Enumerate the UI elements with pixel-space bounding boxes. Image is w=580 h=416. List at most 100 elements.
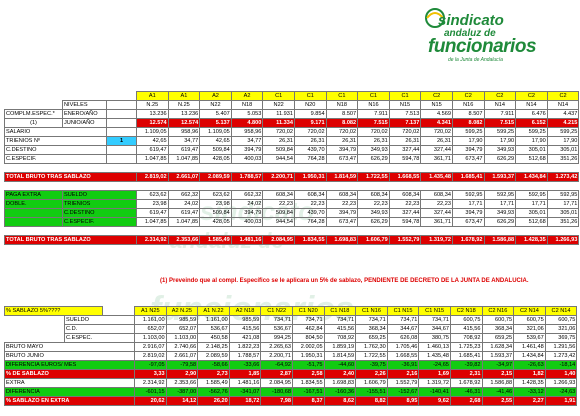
cell	[452, 182, 484, 191]
cell	[63, 92, 107, 101]
cell	[106, 100, 137, 110]
bottom-row-label: DIFERENCIA EUROS/ MES	[4, 360, 135, 370]
junio-value: 8.082	[451, 118, 485, 128]
enero-value: 5.053	[230, 109, 264, 119]
bottom-value: 1.698,83	[323, 378, 357, 388]
cell	[547, 164, 579, 173]
paga-sueldo-value: 608,34	[325, 190, 359, 200]
group-header: C2	[483, 91, 517, 101]
cdestino-row-value: 509,84	[262, 145, 295, 155]
bottom-value: 1.586,88	[481, 378, 515, 388]
paga-trienios-value: 22,23	[388, 199, 422, 209]
logo-line1: sindicato	[438, 12, 504, 29]
salario-row-value: 720,02	[357, 127, 390, 137]
bottom-header: A2 N.25	[165, 306, 199, 316]
bottom-value: 18,72	[228, 396, 262, 406]
junio-value: 11.334	[262, 118, 295, 128]
bottom-value: 659,25	[355, 333, 388, 343]
cdestino-row-value: 439,70	[293, 145, 327, 155]
enero-value: 5.407	[199, 109, 232, 119]
cell	[5, 325, 65, 334]
cdestino-row-value: 394,79	[230, 145, 264, 155]
bottom-value: 659,25	[481, 333, 515, 343]
enero-value: 11.931	[262, 109, 295, 119]
bottom-title: % SABLAZO 5%????	[4, 306, 103, 316]
bottom-value: 1.585,49	[197, 378, 230, 388]
bottom-value: 2,16	[386, 369, 420, 379]
cespecif-row-value: 626,29	[483, 154, 517, 164]
compl-sub: (1)	[4, 118, 63, 128]
paga-cespecif-value: 944,54	[262, 217, 295, 227]
total1-value: 1.668,55	[388, 172, 422, 182]
junio-value: 9.171	[293, 118, 327, 128]
bottom-value: 8,82	[355, 396, 388, 406]
bottom-row: % SABLAZO EN EXTRA 20,62 14,12 26,20 18,72 7,…	[4, 396, 578, 406]
cespecif-row-value: 428,05	[199, 154, 232, 164]
bottom-value: 600,75	[481, 315, 515, 325]
cell	[107, 164, 137, 173]
cell	[168, 227, 200, 236]
cell	[516, 182, 548, 191]
bottom-row-label: BRUTO MAYO	[4, 342, 135, 352]
bottom-header: A1 N.22	[197, 306, 230, 316]
total2-value: 2.084,95	[262, 235, 295, 245]
sablazo-table: % SABLAZO 5%???? A1 N25 A2 N.25 A1 N.22 A2 N…	[4, 306, 578, 406]
bottom-value: 1.722,55	[355, 351, 388, 361]
bottom-value: 2,73	[197, 369, 230, 379]
enero-value: 8.507	[451, 109, 485, 119]
bottom-value: 1.834,55	[291, 378, 325, 388]
cell	[452, 164, 484, 173]
cell	[200, 182, 232, 191]
bottom-value: -39,75	[355, 360, 388, 370]
cdestino-row-label: C.DESTINO	[4, 145, 107, 155]
cespecif-row-value: 512,68	[515, 154, 548, 164]
bottom-value: 734,71	[291, 315, 325, 325]
paga-cespecif-label: C.ESPECIF.	[62, 217, 137, 227]
enero-value: 8.507	[325, 109, 359, 119]
cdestino-row-extra	[106, 145, 137, 155]
trienios-row-value: 34,77	[230, 136, 264, 146]
bottom-value: 1.725,23	[449, 342, 483, 352]
cespecif-row-extra	[106, 154, 137, 164]
cespecif-row-value: 1.047,85	[167, 154, 201, 164]
bottom-value: 2.265,63	[260, 342, 293, 352]
enero-value: 4.437	[546, 109, 580, 119]
paga-sueldo-value: 592,95	[451, 190, 485, 200]
bottom-value: 344,67	[386, 324, 420, 334]
bottom-row-label: BRUTO JUNIO	[4, 351, 135, 361]
bottom-value: 600,75	[544, 315, 578, 325]
bottom-value: 985,59	[228, 315, 262, 325]
salario-row-value: 720,02	[262, 127, 295, 137]
total1-label: TOTAL BRUTO TRAS SABLAZO	[4, 172, 137, 182]
cell	[231, 227, 263, 236]
bottom-row-label: EXTRA	[4, 378, 135, 388]
total2-value: 1.428,35	[515, 235, 548, 245]
cell	[294, 227, 326, 236]
cell	[547, 227, 579, 236]
total1-value: 1.435,48	[420, 172, 453, 182]
paga-trienios-value: 22,23	[420, 199, 453, 209]
bottom-value: -601,15	[134, 387, 167, 397]
paga-label	[4, 208, 63, 218]
bottom-header: C1 N18	[323, 306, 357, 316]
total1-value: 1.722,55	[357, 172, 390, 182]
bottom-value: -41,46	[481, 387, 515, 397]
bottom-row: C.D. 652,07 652,07 536,67 415,56 536,67 462,84…	[5, 324, 578, 334]
bottom-value: 2,26	[355, 369, 388, 379]
bottom-value: 462,84	[291, 324, 325, 334]
paga-trienios-value: 24,02	[230, 199, 264, 209]
junio-value: 7.515	[483, 118, 517, 128]
level-header: N22	[262, 100, 295, 110]
cespecif-row-value: 400,03	[230, 154, 264, 164]
bottom-value: 734,71	[355, 315, 388, 325]
paga-cespecif-value: 626,29	[483, 217, 517, 227]
bottom-value: -155,51	[355, 387, 388, 397]
bottom-value: 2.314,92	[134, 378, 167, 388]
enero-value: 9.854	[293, 109, 327, 119]
cell	[137, 182, 169, 191]
bottom-value: 2.089,59	[197, 351, 230, 361]
cell	[484, 227, 516, 236]
bottom-value: 2.148,25	[197, 342, 230, 352]
bottom-value: 1.593,37	[481, 351, 515, 361]
bottom-value: 708,92	[323, 333, 357, 343]
